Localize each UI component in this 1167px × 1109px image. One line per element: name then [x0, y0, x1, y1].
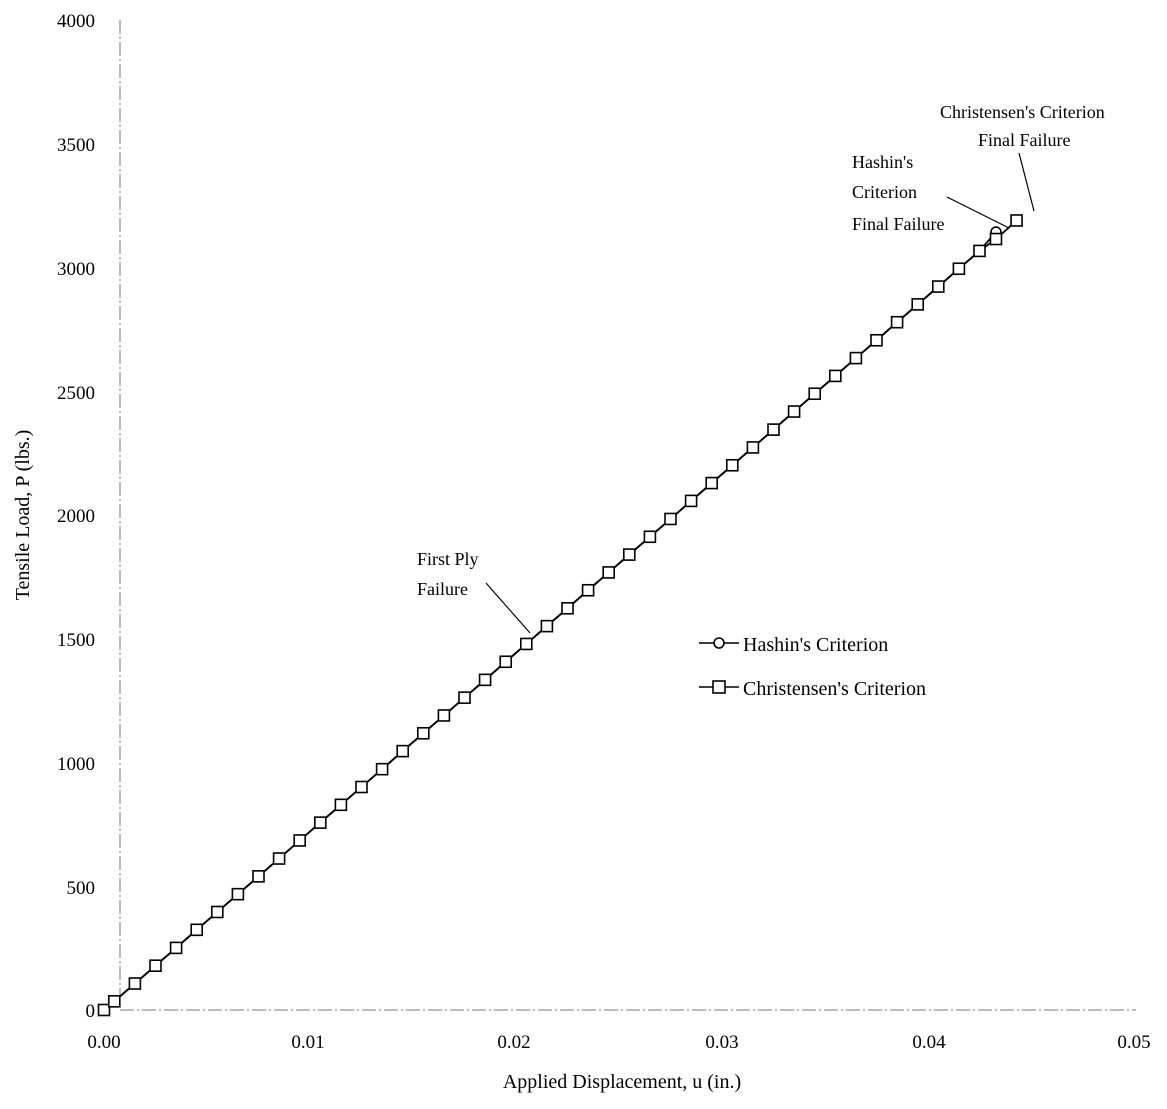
y-tick-label-3500: 3500	[57, 135, 95, 156]
data-point-christensen-32	[746, 441, 760, 454]
annotation-christensen-line2: Final Failure	[978, 130, 1071, 150]
annotation-hashin-line1: Hashin's	[852, 152, 913, 172]
data-point-christensen-41	[931, 280, 945, 293]
legend-label-christensen: Christensen's Criterion	[743, 678, 926, 700]
annotation-hashin-leader	[946, 196, 1010, 229]
y-tick-label-2000: 2000	[57, 506, 95, 527]
legend-marker-christensen	[712, 680, 726, 694]
series-christensens-criterion	[97, 214, 1023, 1017]
data-point-christensen-9	[272, 852, 286, 865]
data-point-christensen-33	[767, 423, 780, 436]
data-point-christensen-8	[252, 870, 265, 883]
data-point-christensen-1	[108, 995, 121, 1008]
annotation-hashin-line3: Final Failure	[852, 214, 945, 234]
data-point-christensen-24	[581, 583, 595, 597]
data-point-christensen-19	[478, 673, 492, 687]
data-point-christensen-39	[890, 315, 904, 329]
data-point-christensen-42	[952, 262, 966, 276]
data-point-christensen-45	[1010, 214, 1023, 227]
data-point-christensen-16	[416, 726, 430, 740]
y-tick-label-3000: 3000	[57, 259, 95, 280]
y-tick-label-4000: 4000	[57, 11, 95, 32]
data-point-christensen-5	[190, 923, 203, 937]
legend: Hashin's Criterion Christensen's Criteri…	[699, 634, 926, 700]
data-point-christensen-31	[725, 458, 739, 472]
data-point-christensen-12	[334, 798, 348, 812]
data-point-christensen-37	[849, 351, 863, 365]
x-tick-label-0.02: 0.02	[497, 1032, 530, 1053]
data-point-christensen-36	[828, 369, 842, 383]
data-point-christensen-21	[519, 637, 533, 651]
data-point-christensen-20	[499, 655, 513, 669]
data-point-christensen-13	[355, 780, 368, 794]
y-tick-label-1000: 1000	[57, 754, 95, 775]
annotation-first-ply-line1: First Ply	[417, 549, 479, 569]
y-axis-title: Tensile Load, P (lbs.)	[12, 430, 34, 601]
data-point-christensen-7	[231, 887, 245, 901]
data-point-christensen-23	[561, 602, 574, 615]
data-point-christensen-10	[293, 834, 307, 847]
annotation-hashin-final-failure: Hashin's Criterion Final Failure	[852, 152, 1010, 234]
data-point-christensen-43	[973, 244, 986, 258]
data-point-christensen-34	[787, 405, 801, 418]
data-point-christensen-25	[602, 566, 616, 579]
y-tick-label-1500: 1500	[57, 630, 95, 651]
data-point-christensen-22	[540, 619, 554, 633]
data-point-christensen-28	[664, 512, 677, 526]
data-point-christensen-2	[128, 977, 142, 990]
series-line-christensen	[103, 219, 1018, 1011]
x-tick-label-0.00: 0.00	[87, 1032, 120, 1053]
data-point-christensen-40	[911, 298, 925, 311]
annotation-christensen-line1: Christensen's Criterion	[940, 102, 1105, 122]
annotation-first-ply-line2: Failure	[417, 579, 468, 599]
legend-label-hashin: Hashin's Criterion	[743, 634, 888, 656]
data-point-christensen-38	[870, 333, 883, 347]
annotation-hashin-line2: Criterion	[852, 182, 917, 202]
data-point-christensen-26	[622, 548, 636, 561]
x-axis-title: Applied Displacement, u (in.)	[503, 1071, 741, 1093]
data-point-christensen-29	[684, 494, 698, 508]
data-point-christensen-0	[97, 1003, 111, 1017]
data-point-christensen-3	[149, 959, 162, 972]
data-point-christensen-18	[458, 691, 471, 704]
y-tick-label-0: 0	[86, 1001, 96, 1022]
data-point-christensen-11	[313, 816, 327, 829]
x-tick-label-0.04: 0.04	[912, 1032, 946, 1053]
data-point-christensen-30	[705, 476, 719, 490]
annotation-first-ply-failure: First Ply Failure	[417, 549, 531, 634]
x-tick-label-0.05: 0.05	[1117, 1032, 1150, 1053]
y-tick-label-2500: 2500	[57, 383, 95, 404]
data-point-christensen-15	[396, 744, 410, 758]
data-point-christensen-35	[808, 387, 822, 401]
data-point-christensen-17	[437, 709, 451, 722]
data-point-christensen-44	[989, 232, 1003, 246]
annotation-first-ply-leader	[485, 582, 531, 634]
annotation-christensen-final-failure: Christensen's Criterion Final Failure	[940, 102, 1105, 212]
y-tick-label-500: 500	[67, 878, 96, 899]
data-point-christensen-4	[169, 941, 183, 955]
data-point-christensen-14	[375, 762, 389, 776]
data-point-christensen-6	[211, 905, 224, 919]
annotation-christensen-leader	[1018, 152, 1035, 212]
x-tick-label-0.03: 0.03	[705, 1032, 738, 1053]
data-point-christensen-27	[643, 530, 657, 544]
x-tick-label-0.01: 0.01	[291, 1032, 324, 1053]
legend-marker-hashin	[713, 637, 725, 649]
